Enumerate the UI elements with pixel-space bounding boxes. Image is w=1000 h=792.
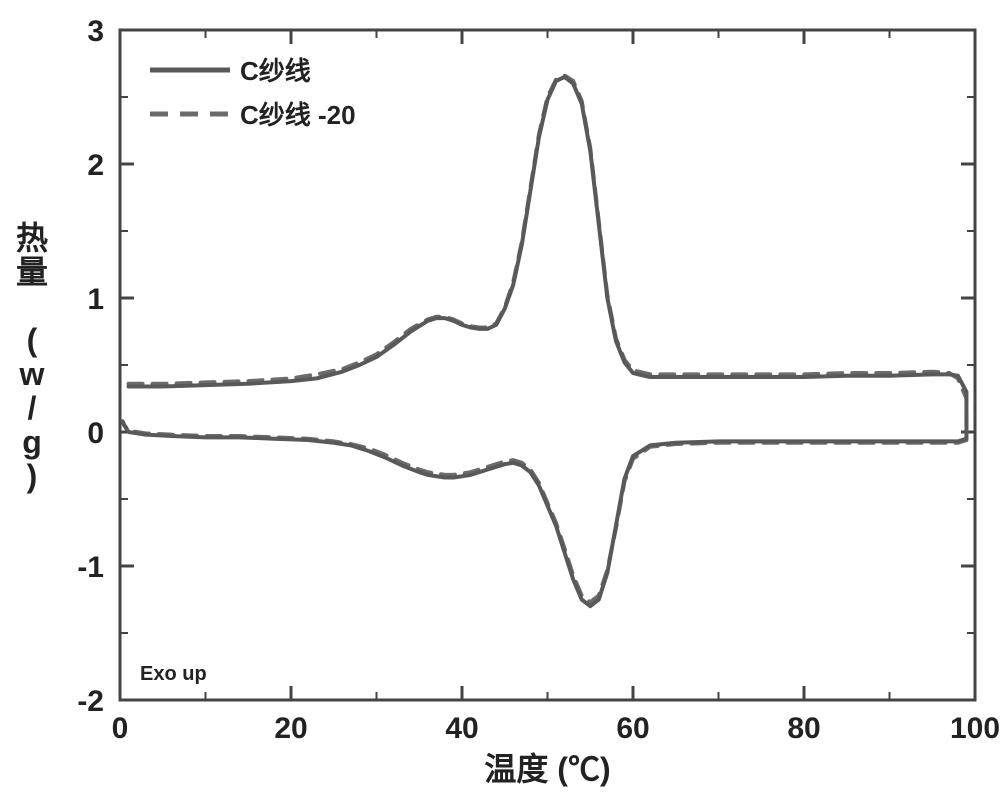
svg-text:w: w <box>19 356 45 392</box>
x-tick-label: 80 <box>787 712 820 745</box>
svg-text:g: g <box>22 424 42 460</box>
y-axis-label: 热量 (w/g) <box>16 220 48 494</box>
legend-label: C纱线 -20 <box>240 100 356 130</box>
x-tick-label: 40 <box>445 712 478 745</box>
svg-text:/: / <box>28 390 37 426</box>
series-c-yarn-20 <box>123 76 967 603</box>
svg-text:): ) <box>27 458 38 494</box>
svg-text:(: ( <box>27 322 38 358</box>
exo-label: Exo up <box>140 663 207 685</box>
svg-text:热: 热 <box>16 220 48 256</box>
series-c-yarn <box>123 77 967 606</box>
y-tick-label: 0 <box>87 417 104 450</box>
plot-border <box>120 30 975 700</box>
y-tick-label: 2 <box>87 149 104 182</box>
y-tick-label: 3 <box>87 15 104 48</box>
x-tick-label: 20 <box>274 712 307 745</box>
x-tick-label: 0 <box>112 712 129 745</box>
x-tick-label: 100 <box>950 712 1000 745</box>
y-tick-label: 1 <box>87 283 104 316</box>
legend-label: C纱线 <box>240 56 311 86</box>
chart-svg: 0 20 40 60 80 100 -2 -1 0 1 2 3 温度 (℃) 热量 (w/g) Exo up… <box>0 0 1000 792</box>
x-tick-label: 60 <box>616 712 649 745</box>
y-tick-label: -1 <box>77 551 104 584</box>
dsc-chart: 0 20 40 60 80 100 -2 -1 0 1 2 3 温度 (℃) 热量 (w/g) Exo up… <box>0 0 1000 792</box>
svg-text:量: 量 <box>16 254 48 290</box>
y-tick-label: -2 <box>77 685 104 718</box>
x-axis-label: 温度 (℃) <box>484 751 610 787</box>
